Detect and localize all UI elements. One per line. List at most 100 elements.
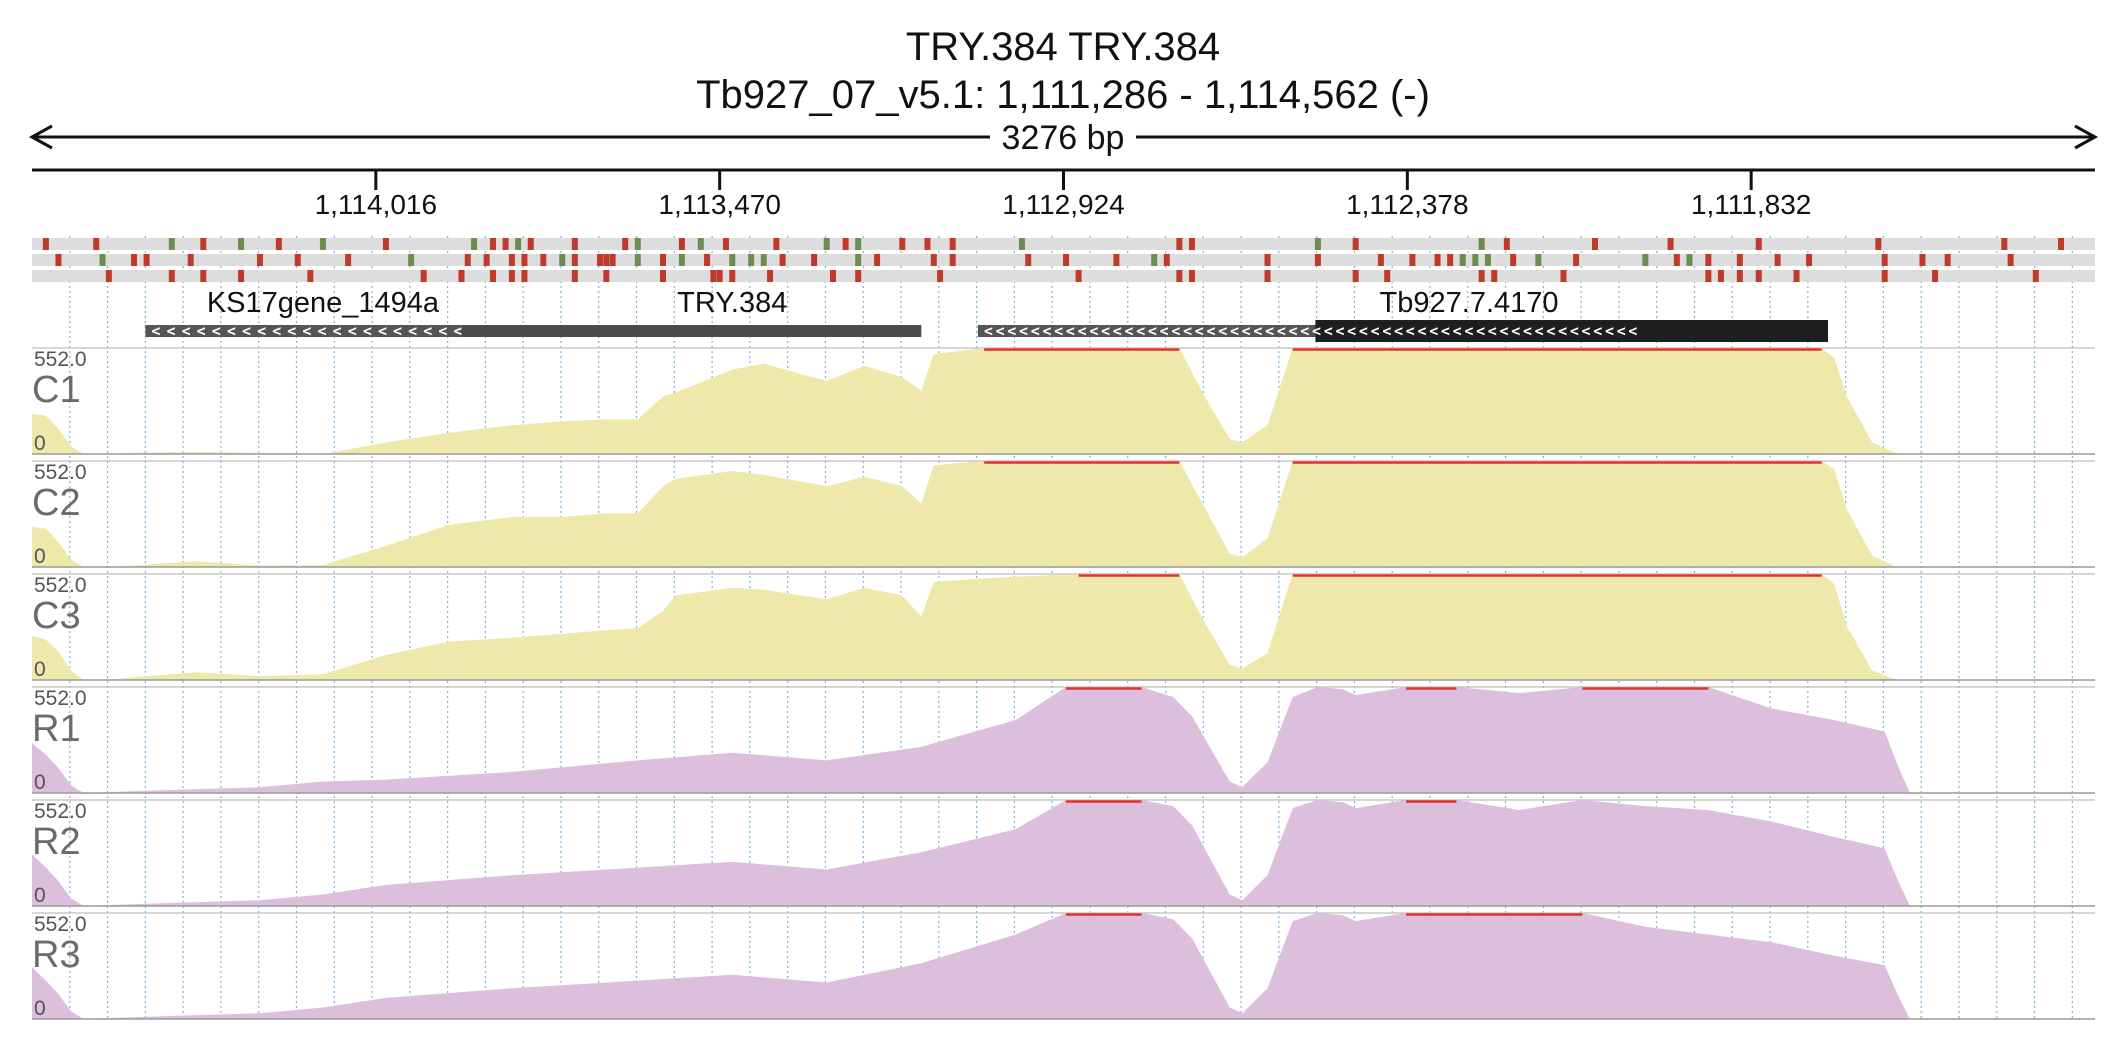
track-min-label: 0 [34,432,46,455]
variant-mark [489,270,496,282]
variant-mark [508,270,515,282]
variant-mark [345,254,352,266]
variant-mark [855,270,862,282]
variant-mark [1705,270,1712,282]
track-min-label: 0 [34,545,46,568]
variant-mark [408,254,415,266]
variant-mark [1875,238,1882,250]
variant-mark [729,254,736,266]
variant-mark [767,270,774,282]
variant-mark [924,238,931,250]
variant-mark [275,238,282,250]
track-max-label: 552.0 [34,574,87,597]
variant-mark [1736,270,1743,282]
variant-mark [1591,238,1598,250]
chart-title: TRY.384 TRY.384 [906,25,1220,69]
variant-mark [1642,254,1649,266]
variant-mark [1447,254,1454,266]
span-label: 3276 bp [1002,119,1125,157]
variant-mark [571,270,578,282]
coverage-area [32,461,2095,567]
variant-mark [930,254,937,266]
variant-mark [483,254,490,266]
variant-mark [1717,270,1724,282]
variant-mark [1163,254,1170,266]
variant-mark [1176,270,1183,282]
variant-mark [294,254,301,266]
variant-mark [256,254,263,266]
variant-mark [458,270,465,282]
variant-mark [168,270,175,282]
track-max-label: 552.0 [34,913,87,936]
variant-mark [515,238,522,250]
variant-mark [2007,254,2014,266]
variant-mark [697,238,704,250]
variant-mark [937,270,944,282]
gene-label: Tb927.7.4170 [1380,287,1559,319]
variant-mark [2032,270,2039,282]
variant-mark [1075,270,1082,282]
span-arrow-right-icon [2074,124,2099,150]
span-ruler: 3276 bp [28,119,2099,157]
variant-mark [1686,254,1693,266]
coverage-area [32,687,2095,793]
variant-mark [1264,270,1271,282]
variant-mark [1755,238,1762,250]
variant-row-background [32,238,2095,250]
variant-mark [1755,270,1762,282]
track-name: R3 [32,934,81,976]
variant-mark [874,254,881,266]
variant-mark [1503,238,1510,250]
variant-mark [659,270,666,282]
variant-mark [603,254,610,266]
variant-mark [143,254,150,266]
variant-mark [521,270,528,282]
variant-row-background [32,270,2095,282]
variant-mark [1491,270,1498,282]
variant-mark [464,254,471,266]
variant-mark [1459,254,1466,266]
variant-mark [131,254,138,266]
track-name: C1 [32,369,81,411]
track-max-label: 552.0 [34,800,87,823]
variant-mark [2057,238,2064,250]
tick-label: 1,112,924 [1002,189,1125,220]
gene-label: TRY.384 [677,287,787,319]
variant-mark [93,238,100,250]
variant-mark [571,254,578,266]
variant-mark [508,254,515,266]
variant-mark [55,254,62,266]
variant-mark [899,238,906,250]
variant-mark [855,238,862,250]
variant-mark [722,238,729,250]
variant-mark [609,254,616,266]
variant-mark [1793,270,1800,282]
variant-mark [1510,254,1517,266]
variant-mark [1881,254,1888,266]
variant-mark [1673,254,1680,266]
gene-track: <<<<<<<<<<<<<<<<<<<<<<< KS17gene_1494a TRY… [145,287,1828,342]
variant-mark [200,238,207,250]
variant-mark [1025,254,1032,266]
variant-mark [540,254,547,266]
variant-mark [307,270,314,282]
variant-mark [704,254,711,266]
track-name: C3 [32,595,81,637]
variant-mark [1705,254,1712,266]
tick-label: 1,111,832 [1691,189,1811,220]
variant-mark [1188,238,1195,250]
variant-mark [597,254,604,266]
variant-mark [678,254,685,266]
variant-mark [678,238,685,250]
variant-mark [1484,254,1491,266]
variant-mark [1932,270,1939,282]
coverage-area [32,348,2095,454]
variant-mark [855,254,862,266]
axis-ticks: 1,114,016 1,113,470 1,112,924 1,112,378 1,11… [315,170,1811,220]
variant-mark [527,238,534,250]
variant-mark [1063,254,1070,266]
variant-mark [1352,238,1359,250]
variant-mark [830,270,837,282]
variant-mark [716,270,723,282]
variant-mark [1736,254,1743,266]
